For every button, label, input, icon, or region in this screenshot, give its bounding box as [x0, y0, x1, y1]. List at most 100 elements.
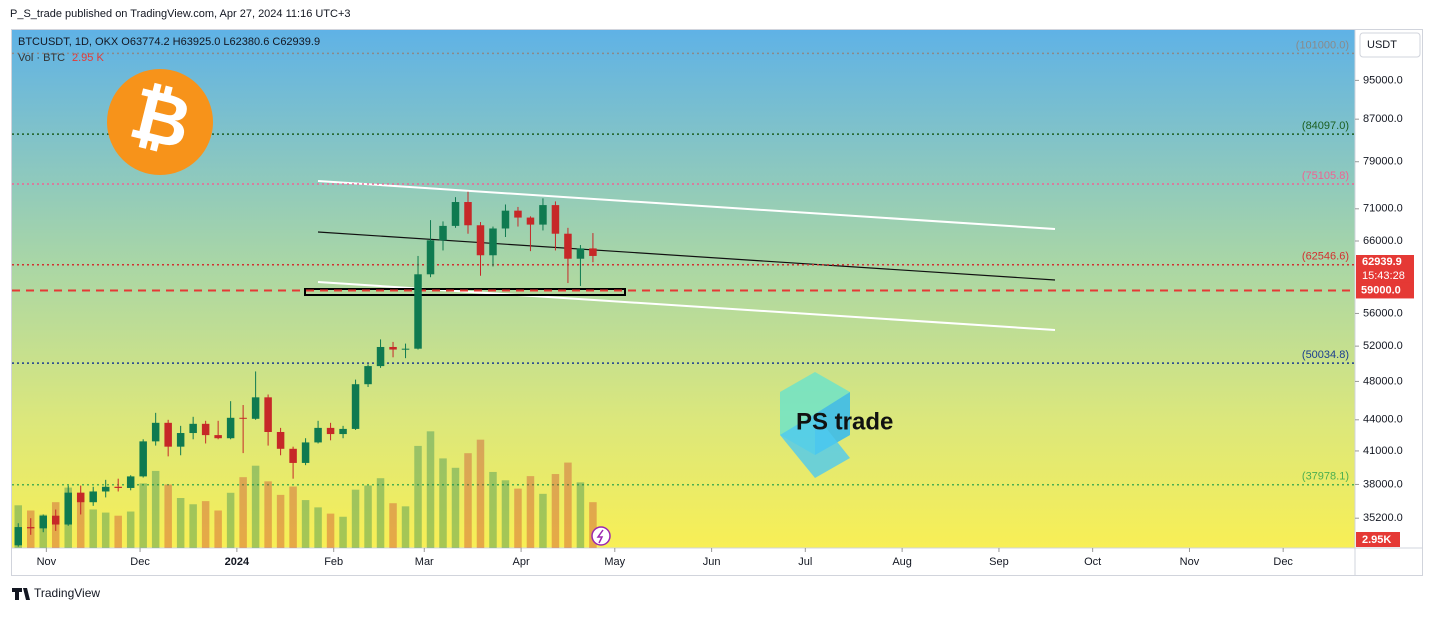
candle-body	[176, 433, 185, 447]
level-label-box	[1356, 282, 1414, 299]
volume-bar	[351, 489, 360, 548]
volume-bar	[114, 515, 122, 548]
volume-bar	[489, 471, 497, 548]
candle-body	[189, 423, 197, 434]
currency-button[interactable]	[1359, 32, 1421, 58]
x-tick-label: Jun	[703, 556, 721, 568]
ps-logo	[780, 372, 850, 478]
candle-body	[464, 202, 472, 226]
zone-box	[304, 288, 626, 296]
candle-body	[389, 346, 397, 350]
candle-body	[51, 515, 60, 525]
volume-bar	[564, 462, 572, 548]
volume-bar	[339, 516, 347, 548]
x-tick-label: Nov	[37, 556, 57, 568]
candle-body	[139, 441, 147, 477]
volume-bar	[139, 483, 147, 548]
candle-body	[39, 515, 47, 529]
candle-body	[264, 397, 272, 432]
volume-bar	[326, 513, 335, 548]
y-tick-label: 52000.0	[1363, 340, 1403, 352]
candle-body	[289, 448, 297, 463]
level-label: (75105.8)	[1302, 170, 1349, 182]
volume-bar	[89, 509, 97, 548]
volume-bar	[264, 481, 272, 548]
volume-bar	[289, 486, 297, 548]
volume-bar	[276, 494, 285, 548]
volume-bar	[389, 503, 397, 548]
x-tick-label: 2024	[225, 556, 250, 568]
candle-body	[476, 225, 485, 256]
y-tick-label: 66000.0	[1363, 235, 1403, 247]
candle-body	[239, 417, 247, 419]
x-tick-label: Dec	[1273, 556, 1293, 568]
candle-body	[339, 428, 347, 435]
candle-body	[551, 205, 560, 234]
candle-body	[326, 427, 335, 435]
candle-body	[564, 233, 572, 259]
x-tick-label: Aug	[892, 556, 912, 568]
volume-bar	[189, 504, 197, 548]
volume-bar	[76, 496, 85, 548]
volume-bar	[214, 510, 222, 548]
candle-body	[414, 274, 422, 349]
x-tick-label: Mar	[415, 556, 434, 568]
bitcoin-logo	[107, 69, 213, 175]
tv-logo	[12, 588, 30, 600]
volume-bar	[451, 467, 460, 548]
volume-value: 2.95 K	[72, 52, 104, 64]
candle-body	[151, 422, 160, 442]
level-label: (101000.0)	[1296, 39, 1349, 51]
events-icon-bolt	[596, 529, 604, 544]
y-tick-label: 95000.0	[1363, 74, 1403, 86]
x-tick-label: Sep	[989, 556, 1009, 568]
x-tick-label: Nov	[1180, 556, 1200, 568]
countdown: 15:43:28	[1362, 270, 1405, 282]
candle-body	[376, 346, 385, 367]
x-tick-label: May	[604, 556, 625, 568]
volume-bar	[576, 482, 585, 548]
volume-bar	[514, 488, 522, 548]
y-tick-label: 71000.0	[1363, 203, 1403, 215]
volume-bar	[176, 498, 185, 548]
symbol-line: BTCUSDT, 1D, OKX O63774.2 H63925.0 L6238…	[18, 36, 320, 48]
y-tick-label: 41000.0	[1363, 445, 1403, 457]
volume-bar	[126, 511, 135, 548]
level-label: (50034.8)	[1302, 349, 1349, 361]
volume-bar	[526, 476, 535, 548]
x-tick-label: Feb	[324, 556, 343, 568]
volume-bar	[439, 458, 447, 548]
candle-body	[14, 527, 22, 546]
candle-body	[489, 228, 497, 256]
last-volume: 2.95K	[1362, 534, 1391, 546]
candle-body	[26, 527, 35, 529]
candle-body	[501, 210, 510, 229]
volume-label: Vol · BTC	[18, 52, 65, 64]
x-tick-label: Oct	[1084, 556, 1101, 568]
volume-bar	[551, 474, 560, 548]
candle-body	[276, 431, 285, 449]
candle-body	[526, 217, 535, 225]
candle-body	[314, 427, 322, 443]
currency[interactable]: USDT	[1367, 39, 1397, 51]
events-icon[interactable]	[591, 526, 611, 546]
candle-body	[301, 442, 310, 463]
y-tick-label: 38000.0	[1363, 478, 1403, 490]
candle-body	[589, 248, 597, 256]
y-tick-label: 87000.0	[1363, 113, 1403, 125]
volume-bar	[251, 465, 260, 548]
volume-bar	[426, 431, 435, 548]
candle-body	[201, 423, 210, 436]
candle-body	[426, 240, 435, 275]
volume-bar	[501, 480, 510, 548]
volume-bar	[376, 478, 385, 548]
volume-bar	[164, 484, 172, 548]
volume-bar	[301, 500, 310, 548]
candle-body	[226, 417, 235, 439]
watermark: PS trade	[796, 408, 893, 435]
volume-bar	[464, 453, 472, 548]
frame	[11, 29, 1423, 576]
volume-bar	[364, 485, 372, 548]
volume-bar	[226, 492, 235, 548]
